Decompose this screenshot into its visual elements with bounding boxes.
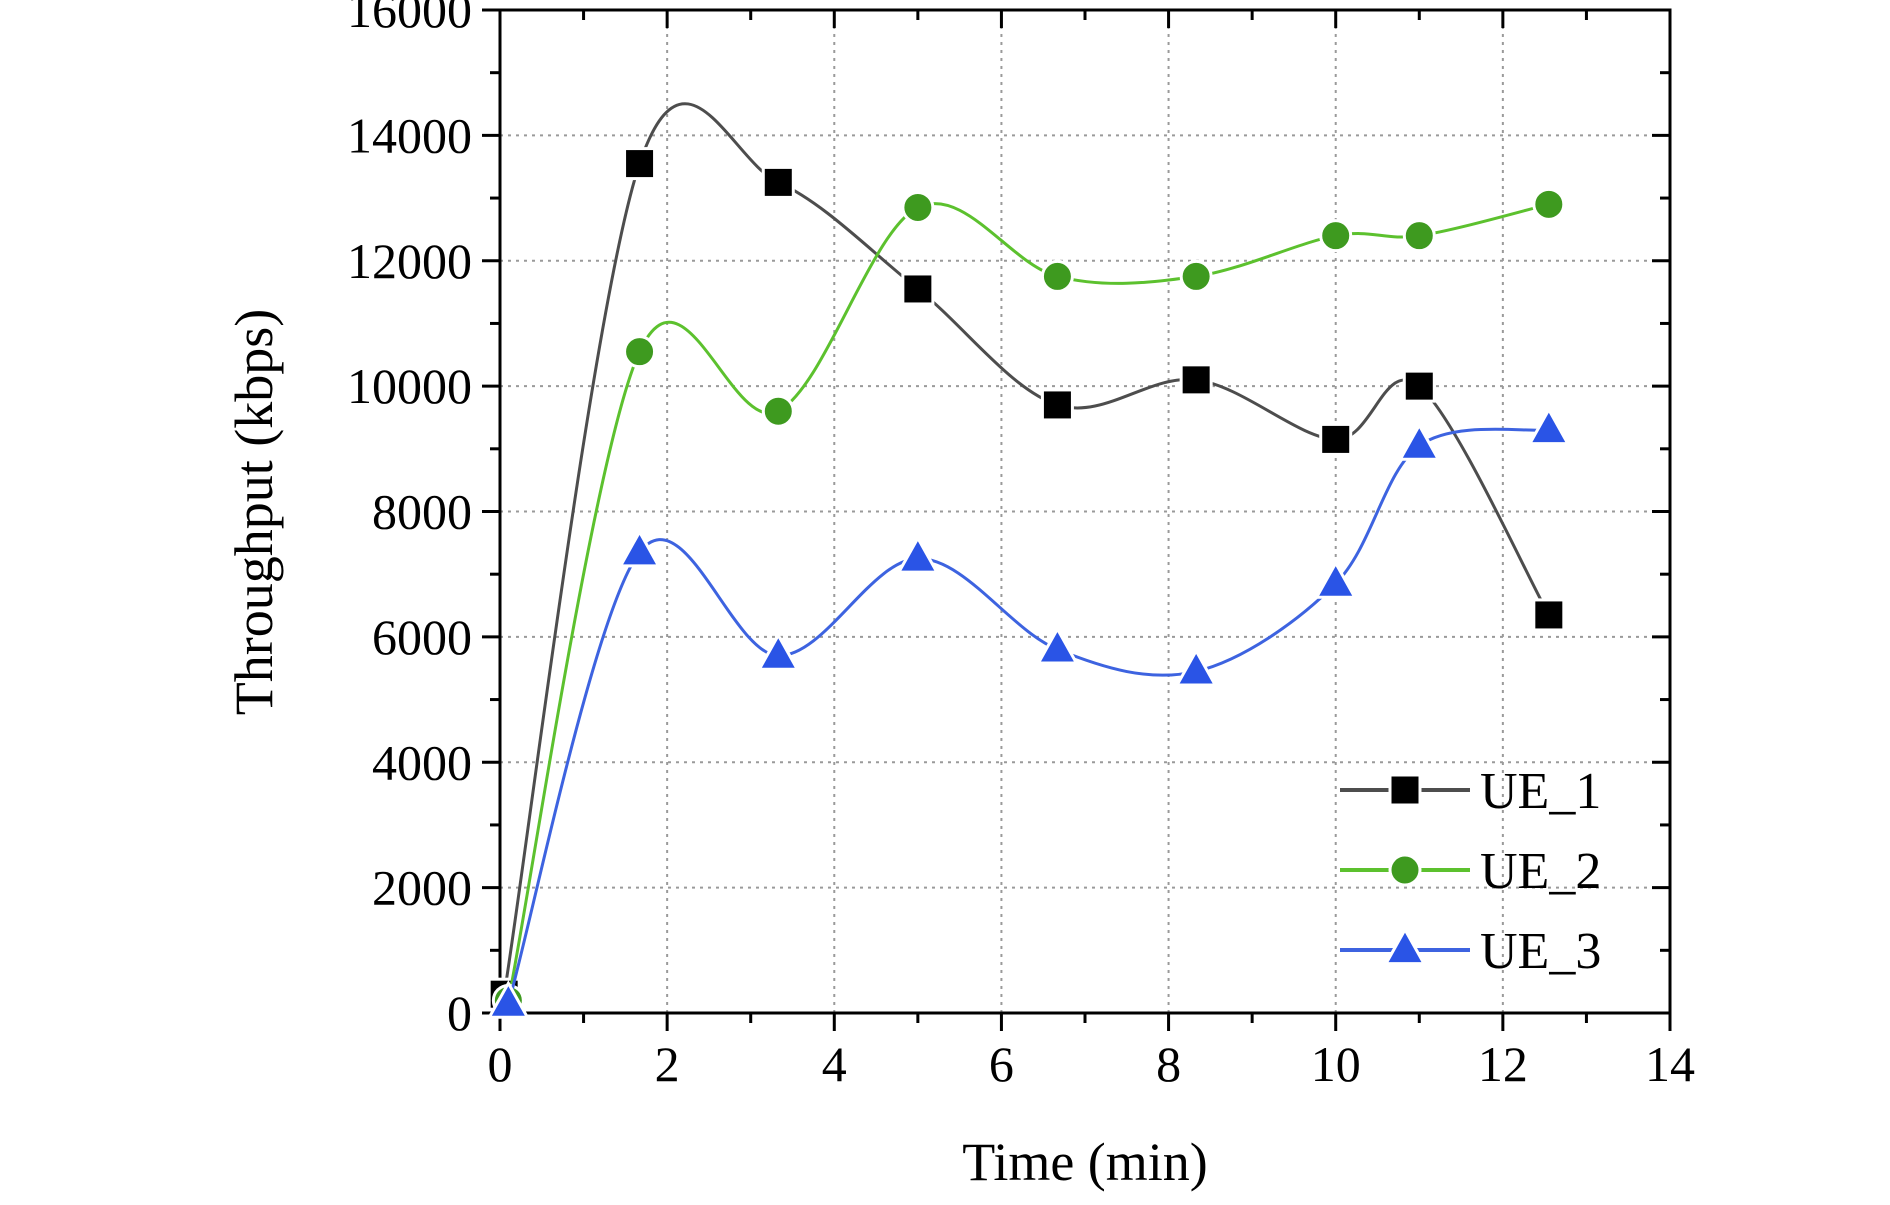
y-tick-label: 16000 <box>347 0 472 38</box>
data-point <box>1532 187 1566 221</box>
data-point <box>1402 369 1436 403</box>
x-tick-label: 0 <box>488 1036 513 1092</box>
y-tick-label: 6000 <box>372 609 472 665</box>
legend-item: UE_1 <box>1340 763 1601 820</box>
data-point <box>1397 422 1441 461</box>
y-tick-label: 14000 <box>347 107 472 163</box>
data-point <box>756 632 800 671</box>
x-tick-label: 8 <box>1156 1036 1181 1092</box>
data-point <box>1314 560 1358 599</box>
legend: UE_1 UE_2 UE_3 <box>1340 763 1601 980</box>
data-point <box>761 394 795 428</box>
data-point <box>1174 647 1218 687</box>
y-tick-label: 0 <box>447 985 472 1041</box>
data-point <box>618 528 662 568</box>
legend-marker <box>1388 853 1422 887</box>
data-point <box>1040 259 1074 293</box>
data-point <box>1319 422 1353 456</box>
series-ue-2 <box>491 187 1566 1017</box>
axis-ticks <box>482 8 1672 1031</box>
data-point <box>1040 388 1074 422</box>
legend-label: UE_3 <box>1480 923 1601 980</box>
x-tick-label: 4 <box>822 1036 847 1092</box>
data-point <box>1527 406 1571 446</box>
legend-item: UE_2 <box>1340 843 1601 900</box>
series-ue-3 <box>486 406 1571 1019</box>
data-point <box>901 190 935 224</box>
x-axis-title: Time (min) <box>962 1132 1208 1192</box>
data-point <box>901 272 935 306</box>
legend-marker <box>1388 773 1422 807</box>
data-point <box>623 147 657 181</box>
data-point <box>1179 363 1213 397</box>
series-line <box>506 427 1549 1005</box>
data-point <box>1402 219 1436 253</box>
data-point <box>1319 219 1353 253</box>
x-tick-label: 10 <box>1311 1036 1361 1092</box>
legend-item: UE_3 <box>1340 923 1601 980</box>
y-tick-label: 8000 <box>372 484 472 540</box>
data-point <box>486 980 530 1019</box>
y-tick-label: 12000 <box>347 233 472 289</box>
series-group <box>486 102 1571 1019</box>
data-point <box>623 335 657 369</box>
y-tick-label: 10000 <box>347 358 472 414</box>
data-point <box>1179 259 1213 293</box>
y-tick-label: 2000 <box>372 860 472 916</box>
y-axis-title: Throughput (kbps) <box>224 309 284 715</box>
series-line <box>502 102 1551 995</box>
x-tick-label: 2 <box>655 1036 680 1092</box>
y-tick-label: 4000 <box>372 734 472 790</box>
data-point <box>896 535 940 574</box>
data-point <box>1532 598 1566 632</box>
y-tick-labels: 0 2000 4000 6000 8000 10000 12000 14000 16000 <box>347 0 472 1041</box>
data-point <box>761 165 795 199</box>
x-tick-labels: 0 2 4 6 8 10 12 14 <box>488 1036 1696 1092</box>
legend-label: UE_1 <box>1480 763 1601 820</box>
legend-label: UE_2 <box>1480 843 1601 900</box>
x-tick-label: 14 <box>1645 1036 1695 1092</box>
x-tick-label: 12 <box>1478 1036 1528 1092</box>
data-point <box>1035 625 1079 665</box>
legend-marker <box>1383 926 1427 966</box>
x-tick-label: 6 <box>989 1036 1014 1092</box>
